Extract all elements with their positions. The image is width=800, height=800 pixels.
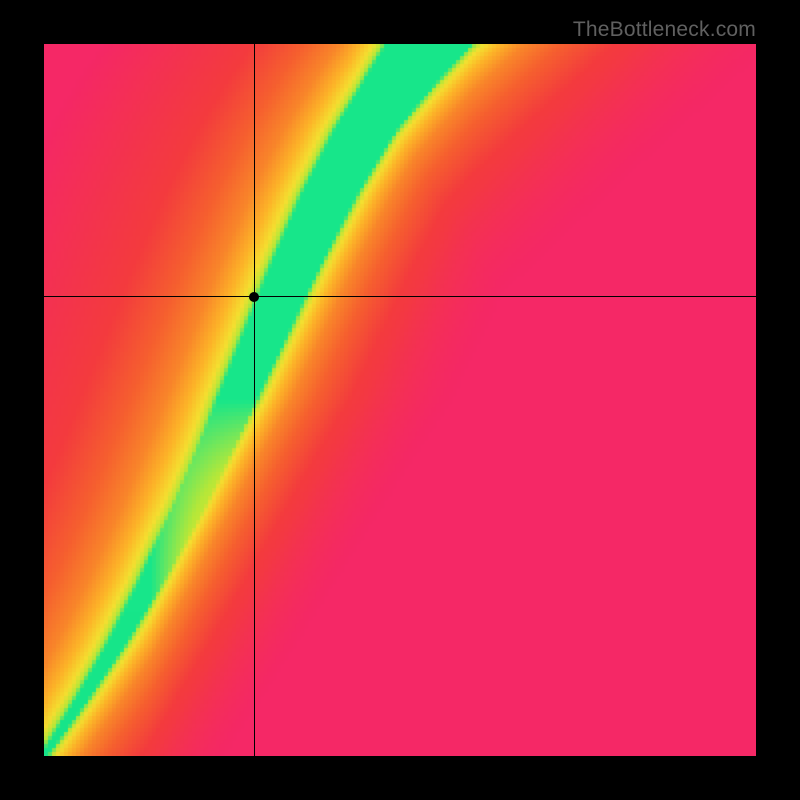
heatmap-plot: [44, 44, 756, 756]
heatmap-canvas: [44, 44, 756, 756]
crosshair-vertical: [254, 44, 255, 756]
crosshair-horizontal: [44, 296, 756, 297]
crosshair-marker: [249, 292, 259, 302]
watermark-text: TheBottleneck.com: [573, 18, 756, 42]
